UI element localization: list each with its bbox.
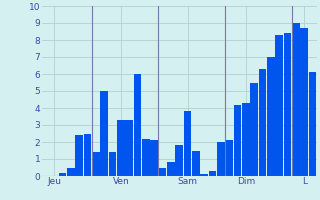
Bar: [167, 162, 175, 176]
Bar: [67, 168, 75, 176]
Bar: [259, 69, 267, 176]
Bar: [200, 174, 208, 176]
Bar: [242, 103, 250, 176]
Bar: [59, 173, 66, 176]
Bar: [192, 150, 200, 176]
Bar: [92, 152, 100, 176]
Bar: [251, 82, 258, 176]
Bar: [84, 134, 91, 176]
Bar: [276, 35, 283, 176]
Bar: [117, 120, 125, 176]
Bar: [109, 152, 116, 176]
Bar: [75, 135, 83, 176]
Bar: [142, 139, 150, 176]
Bar: [209, 171, 216, 176]
Bar: [292, 23, 300, 176]
Bar: [134, 74, 141, 176]
Bar: [234, 105, 241, 176]
Bar: [150, 140, 158, 176]
Bar: [225, 140, 233, 176]
Bar: [309, 72, 316, 176]
Bar: [284, 33, 292, 176]
Bar: [267, 57, 275, 176]
Bar: [184, 111, 191, 176]
Bar: [125, 120, 133, 176]
Bar: [300, 28, 308, 176]
Bar: [100, 91, 108, 176]
Bar: [175, 145, 183, 176]
Bar: [159, 168, 166, 176]
Bar: [217, 142, 225, 176]
